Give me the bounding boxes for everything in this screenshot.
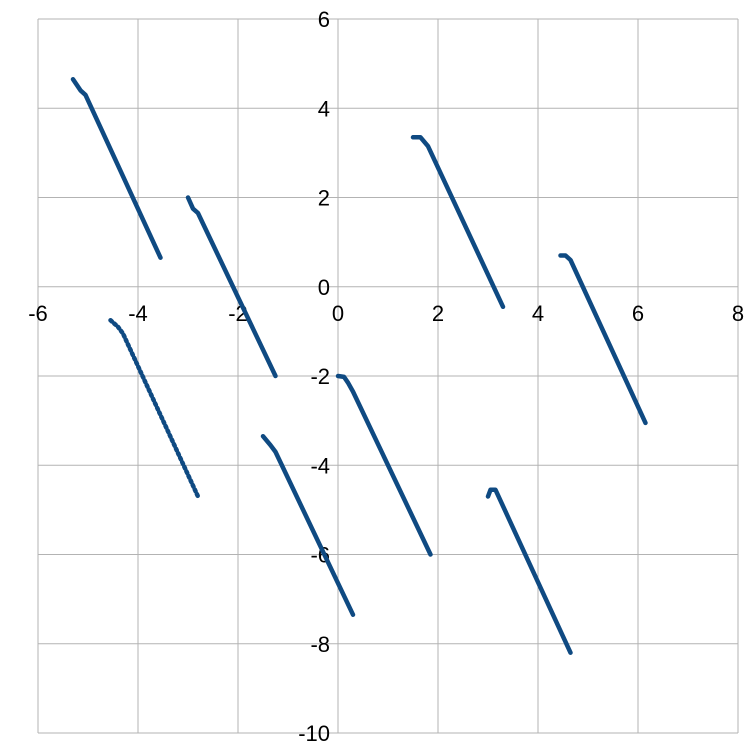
series-line-5 — [260, 433, 356, 617]
y-tick-label: 4 — [318, 96, 330, 121]
y-tick-label: 2 — [318, 186, 330, 211]
x-tick-label: -4 — [128, 301, 148, 326]
y-tick-label: -2 — [310, 364, 330, 389]
series-line-7 — [485, 487, 573, 655]
y-tick-label: -10 — [298, 721, 330, 746]
series-line-8 — [108, 317, 201, 499]
x-tick-label: 6 — [632, 301, 644, 326]
y-tick-label: -8 — [310, 632, 330, 657]
y-tick-label: 0 — [318, 275, 330, 300]
series-line-6 — [335, 373, 433, 557]
series-line-2 — [185, 195, 278, 379]
x-tick-label: -6 — [28, 301, 48, 326]
series-line-1 — [70, 76, 163, 260]
series-group — [70, 76, 648, 655]
x-tick-label: 0 — [332, 301, 344, 326]
x-tick-label: 4 — [532, 301, 544, 326]
grid — [37, 18, 739, 734]
y-tick-label: 6 — [318, 7, 330, 32]
series-line-4 — [558, 253, 648, 426]
x-tick-label: 2 — [432, 301, 444, 326]
x-tick-label: 8 — [732, 301, 744, 326]
series-line-3 — [410, 135, 506, 310]
x-tick-labels: -6 -4 -2 0 2 4 6 8 — [28, 301, 744, 326]
y-tick-label: -4 — [310, 453, 330, 478]
